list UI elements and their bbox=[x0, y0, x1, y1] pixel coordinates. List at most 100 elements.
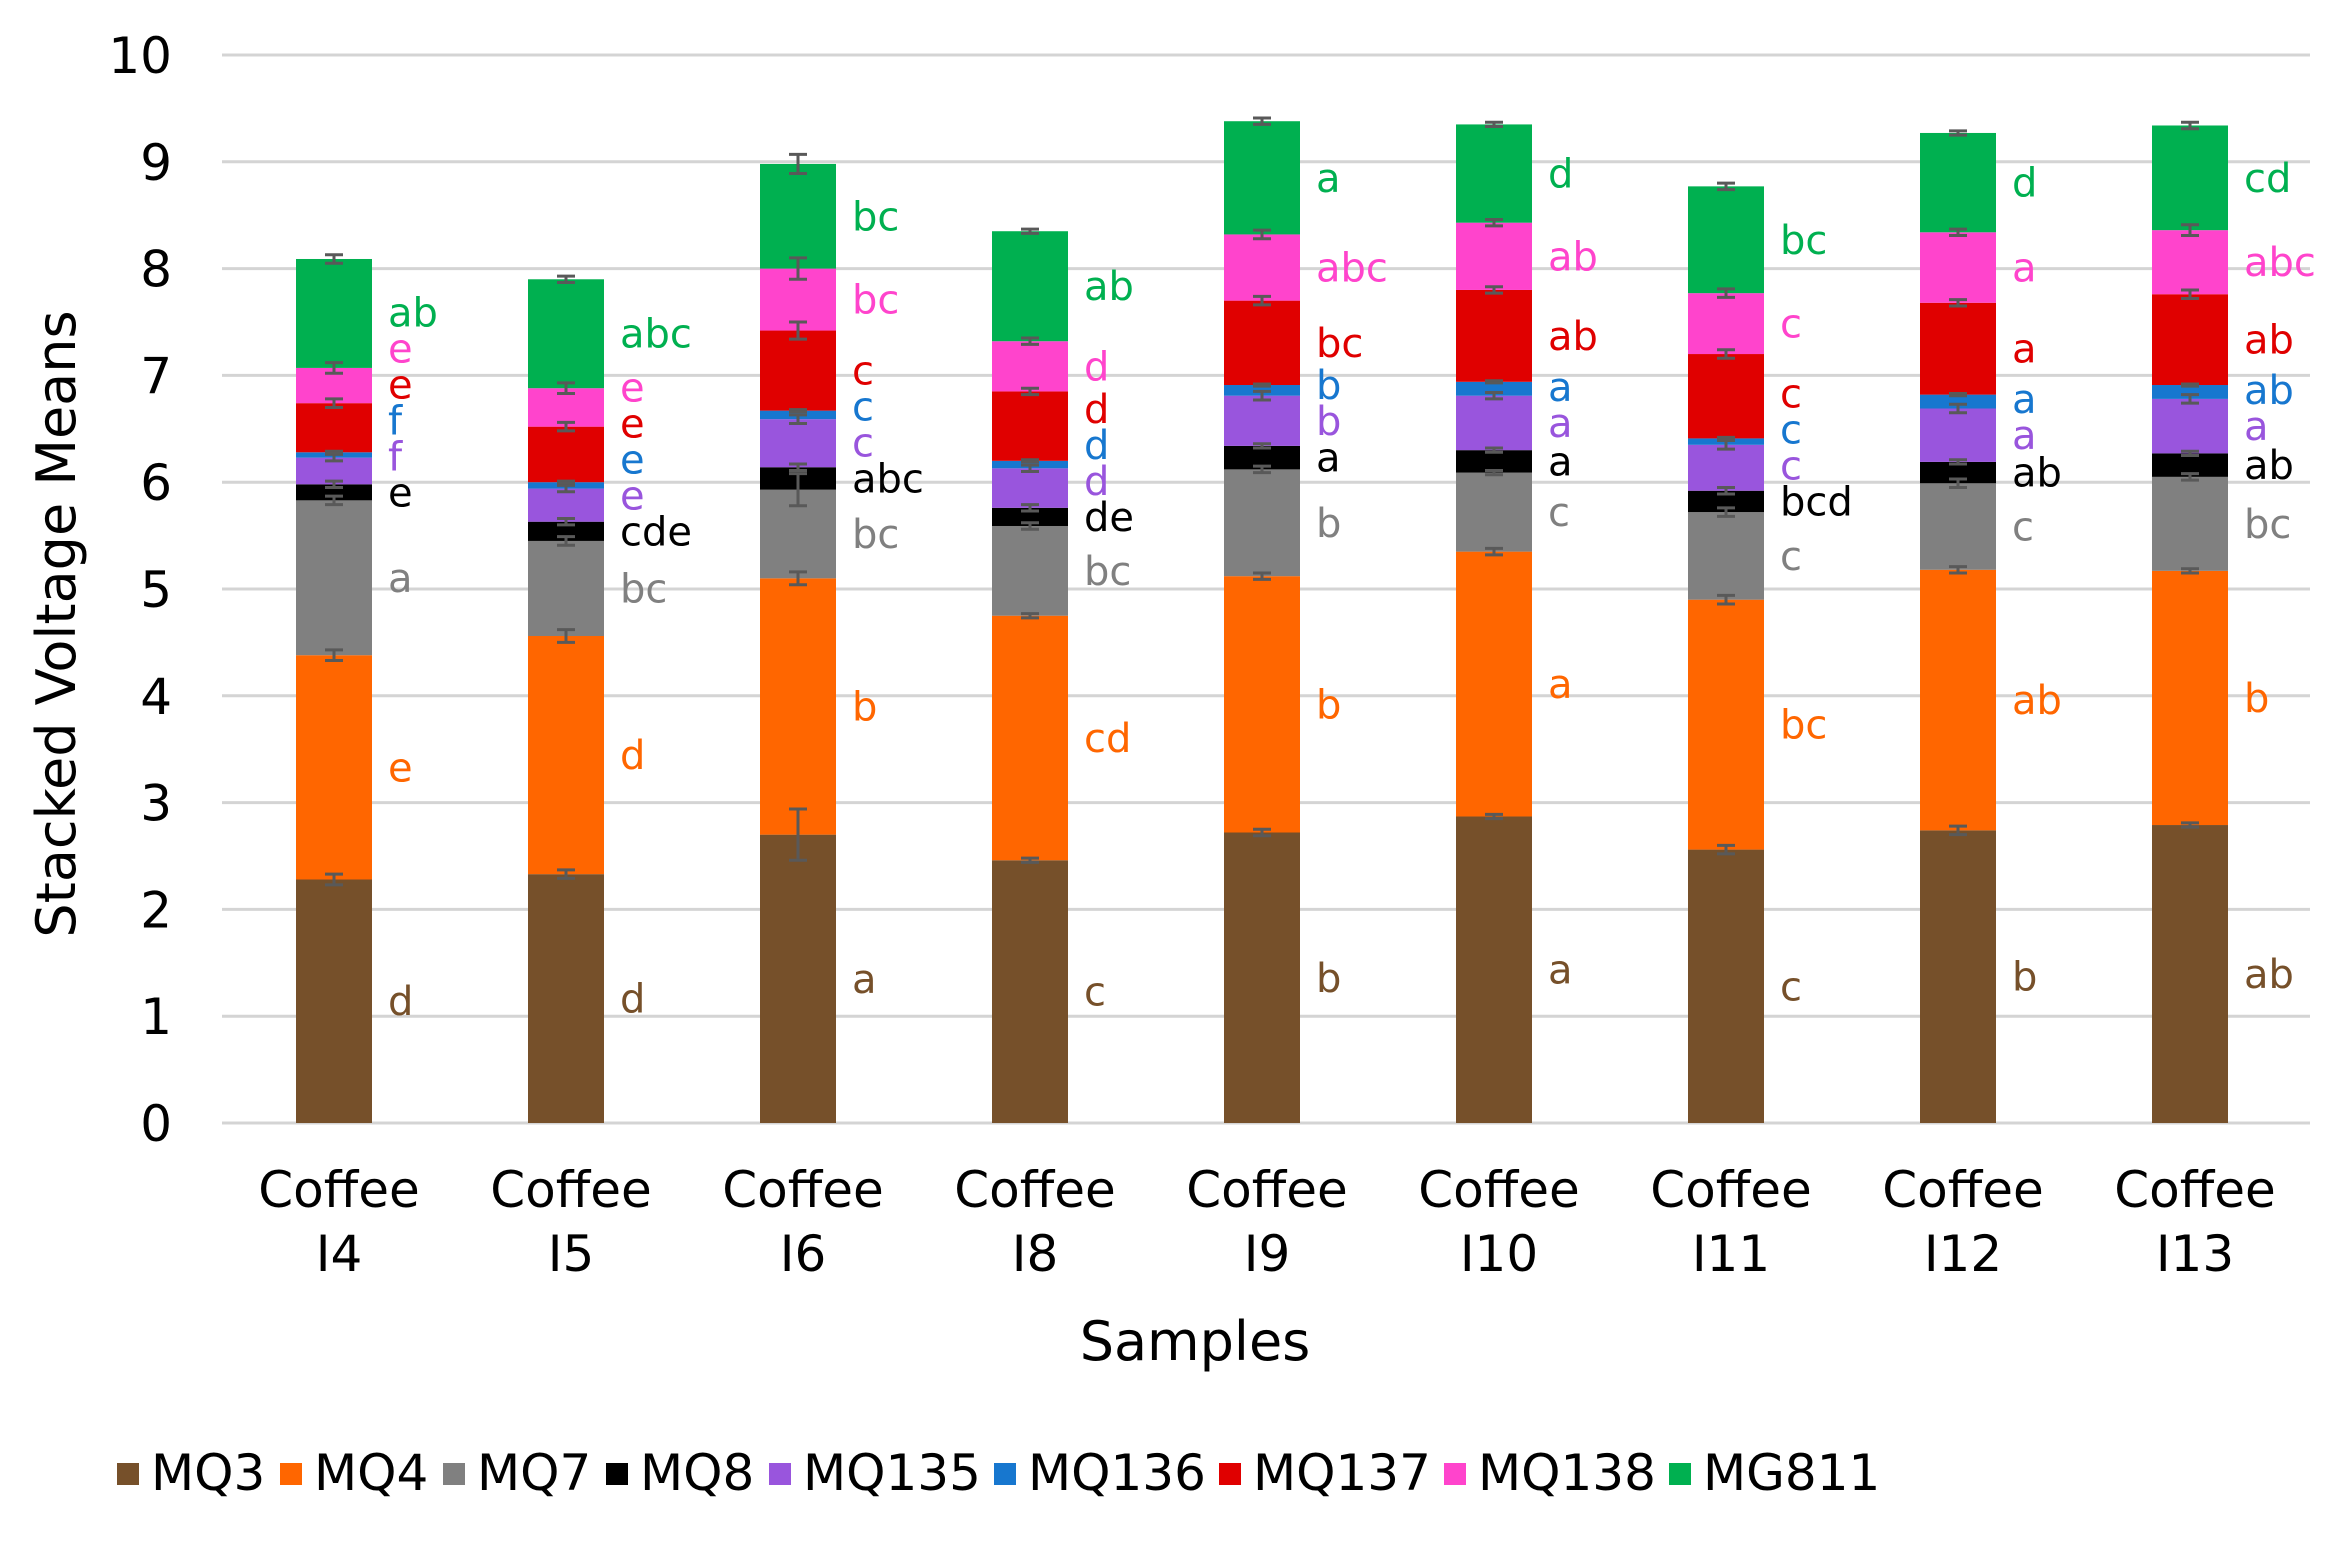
legend-label: MQ135 bbox=[803, 1444, 981, 1502]
bar-segment-MQ135 bbox=[1920, 408, 1996, 462]
error-bar-MQ138 bbox=[1949, 227, 1967, 237]
bar-segment-MQ8 bbox=[1456, 450, 1532, 473]
significance-letter-MQ137: e bbox=[620, 401, 645, 447]
bar-segment-MQ4 bbox=[1920, 569, 1996, 831]
bar-segment-MG811 bbox=[1224, 121, 1300, 235]
significance-letter-MQ138: bc bbox=[852, 278, 899, 324]
x-axis-label: Samples bbox=[1080, 1310, 1311, 1373]
x-tick-label: Coffee I6 bbox=[722, 1161, 883, 1283]
error-bar-MQ8 bbox=[1717, 486, 1735, 496]
error-bar-MQ135 bbox=[1253, 389, 1271, 402]
significance-letter-MQ4: a bbox=[1548, 662, 1573, 708]
error-bar-MQ138 bbox=[1717, 287, 1735, 299]
bar-segment-MQ4 bbox=[296, 655, 372, 880]
significance-letter-MQ7: c bbox=[1780, 534, 1802, 580]
legend-item-MQ3: MQ3 bbox=[117, 1444, 265, 1502]
significance-letter-MG811: ab bbox=[388, 290, 438, 336]
bar-segment-MQ7 bbox=[992, 525, 1068, 616]
y-tick-label: 7 bbox=[140, 347, 172, 405]
error-bar-MQ7 bbox=[1717, 506, 1735, 518]
error-bar-MQ7 bbox=[1485, 468, 1503, 477]
bar-segment-MQ137 bbox=[1688, 354, 1764, 439]
y-axis-label: Stacked Voltage Means bbox=[25, 310, 88, 937]
significance-letter-MQ137: c bbox=[1780, 371, 1802, 417]
error-bar-MQ7 bbox=[2181, 472, 2199, 482]
legend-label: MQ138 bbox=[1478, 1444, 1656, 1502]
bar-segment-MQ135 bbox=[992, 468, 1068, 508]
error-bar-MQ4 bbox=[2181, 567, 2199, 575]
bar-segment-MQ4 bbox=[1456, 551, 1532, 817]
error-bar-MQ138 bbox=[557, 381, 575, 396]
bar-segment-MQ7 bbox=[528, 540, 604, 636]
significance-letter-MQ136: ab bbox=[2244, 368, 2294, 414]
legend-item-MQ135: MQ135 bbox=[769, 1444, 981, 1502]
significance-letter-MG811: bc bbox=[852, 194, 899, 240]
error-bar-MG811 bbox=[2181, 120, 2199, 131]
error-bar-MG811 bbox=[1253, 116, 1271, 126]
significance-letter-MQ8: abc bbox=[852, 456, 924, 502]
error-bar-MG811 bbox=[1021, 227, 1039, 235]
y-tick-label: 8 bbox=[140, 241, 172, 299]
legend: MQ3 MQ4 MQ7 MQ8 MQ135 MQ136 MQ137 MQ138 MG811 bbox=[117, 1444, 1880, 1502]
error-bar-MQ136 bbox=[325, 449, 343, 455]
bar-segment-MQ4 bbox=[1688, 599, 1764, 850]
significance-letter-MQ137: ab bbox=[1548, 314, 1598, 360]
y-tick-label: 9 bbox=[140, 134, 172, 192]
legend-swatch bbox=[1669, 1463, 1691, 1485]
bar-segment-MQ3 bbox=[528, 874, 604, 1123]
significance-letter-MG811: ab bbox=[1084, 264, 1134, 310]
error-bar-MQ8 bbox=[325, 479, 343, 490]
legend-item-MQ136: MQ136 bbox=[994, 1444, 1206, 1502]
legend-label: MG811 bbox=[1703, 1444, 1880, 1502]
significance-letter-MQ135: a bbox=[2012, 413, 2037, 459]
error-bar-MQ3 bbox=[325, 872, 343, 887]
legend-label: MQ136 bbox=[1028, 1444, 1206, 1502]
significance-letter-MQ136: b bbox=[1316, 363, 1341, 409]
bar-segment-MQ8 bbox=[1920, 461, 1996, 484]
bar-segment-MQ4 bbox=[760, 578, 836, 835]
error-bar-MQ135 bbox=[1485, 390, 1503, 401]
bar-segment-MQ138 bbox=[992, 341, 1068, 392]
legend-swatch bbox=[1219, 1463, 1241, 1485]
error-bar-MQ8 bbox=[2181, 449, 2199, 457]
legend-label: MQ3 bbox=[151, 1444, 265, 1502]
legend-swatch bbox=[769, 1463, 791, 1485]
y-tick-label: 1 bbox=[140, 988, 172, 1046]
bar-segment-MQ137 bbox=[992, 391, 1068, 461]
error-bar-MG811 bbox=[557, 274, 575, 284]
error-bar-MQ137 bbox=[557, 420, 575, 433]
significance-letter-MQ135: c bbox=[852, 420, 874, 466]
bar-segment-MQ4 bbox=[1224, 576, 1300, 833]
significance-letter-MG811: a bbox=[1316, 156, 1341, 202]
error-bar-MQ3 bbox=[789, 807, 807, 862]
significance-letter-MQ138: d bbox=[1084, 344, 1109, 390]
significance-letter-MQ138: abc bbox=[1316, 246, 1388, 292]
x-tick-label: Coffee I13 bbox=[2114, 1161, 2275, 1283]
y-tick-label: 3 bbox=[140, 775, 172, 833]
error-bar-MQ8 bbox=[1253, 442, 1271, 450]
bar-segment-MG811 bbox=[296, 258, 372, 368]
bar-segment-MQ138 bbox=[2152, 230, 2228, 295]
bar-segment-MQ137 bbox=[1920, 302, 1996, 395]
error-bar-MQ138 bbox=[1253, 228, 1271, 241]
error-bar-MQ135 bbox=[789, 413, 807, 425]
bar-segment-MQ7 bbox=[1688, 512, 1764, 600]
error-bar-MG811 bbox=[1485, 120, 1503, 129]
bar-stacks: deaeffeeabddbccdeeeeeabcabbcabccccbcbccc… bbox=[296, 116, 2316, 1123]
bar-segment-MG811 bbox=[2152, 125, 2228, 231]
bar-segment-MQ7 bbox=[1224, 469, 1300, 577]
error-bar-MQ3 bbox=[2181, 821, 2199, 829]
significance-letter-MQ135: d bbox=[1084, 459, 1109, 505]
error-bar-MQ7 bbox=[1253, 464, 1271, 475]
error-bar-MQ135 bbox=[2181, 393, 2199, 405]
bar-segment-MQ137 bbox=[760, 330, 836, 411]
error-bar-MQ3 bbox=[1717, 843, 1735, 856]
significance-letter-MQ136: a bbox=[2012, 377, 2037, 423]
error-bar-MQ3 bbox=[1253, 827, 1271, 838]
significance-letter-MQ3: b bbox=[1316, 956, 1341, 1002]
error-bar-MG811 bbox=[1949, 129, 1967, 137]
